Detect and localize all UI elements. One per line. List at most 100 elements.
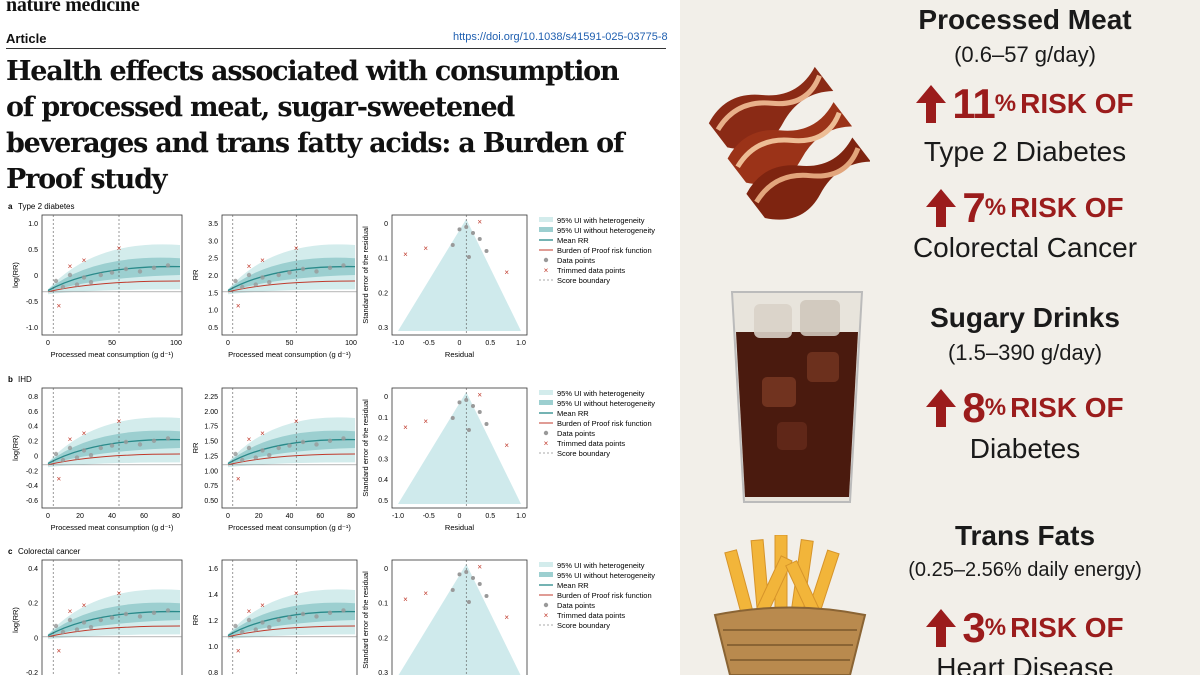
trimmed-data-point: × [294,417,299,426]
y-tick-label: 0 [384,566,388,573]
y-tick-label: 1.00 [204,468,218,475]
y-axis-label: RR [191,442,200,453]
mean-rr-line [47,610,181,637]
item-title: Processed Meat [918,4,1132,35]
risk-percent: 3 [962,604,985,651]
y-tick-label: 0 [384,394,388,401]
legend-swatch [543,430,549,436]
data-point [253,455,258,460]
x-tick-label: 0.5 [485,340,495,347]
data-point [464,570,469,574]
mean-rr-line [47,438,181,465]
x-tick-label: 1.0 [516,513,526,520]
y-tick-label: 0 [384,221,388,228]
data-point [466,600,471,604]
data-point [233,278,238,284]
item-range: (0.6–57 g/day) [954,42,1096,67]
x-tick-label: 40 [108,513,116,520]
y-tick-label: 1.50 [204,439,218,446]
y-tick-label: 3.5 [208,221,218,228]
trimmed-data-point: × [82,601,87,610]
y-tick-label: 1.0 [208,644,218,651]
x-tick-label: 0 [46,340,50,347]
infographic: Processed Meat (0.6–57 g/day) 11% RISK OF… [680,0,1200,675]
y-tick-label: 0.1 [378,415,388,422]
funnel-region [398,564,521,675]
data-point [246,272,252,278]
legend-swatch [543,257,549,263]
y-tick-label: 3.0 [208,238,218,245]
data-point [300,266,306,272]
mean-rr-line [227,610,356,637]
risk-line: 3% RISK OF [680,604,1200,652]
y-axis-label: log(RR) [11,435,20,461]
data-point [464,398,469,402]
risk-percent: 7 [962,184,985,231]
burden-of-proof-line [47,625,181,638]
x-axis-label: Residual [445,350,475,359]
data-point [267,453,272,458]
legend-label: Burden of Proof risk function [557,246,652,255]
data-point [327,610,333,615]
legend-swatch [539,227,553,232]
trimmed-data-point: × [82,256,87,265]
legend-label: 95% UI with heterogeneity [557,389,645,398]
y-tick-label: 0.2 [378,635,388,642]
data-point [327,438,333,443]
legend-swatch [539,400,553,405]
title-line: Proof study [6,164,167,195]
data-point [98,617,104,623]
data-point [253,282,258,287]
legend-swatch [539,572,553,577]
x-axis-label: Processed meat consumption (g d⁻¹) [51,523,174,532]
y-axis-label: Standard error of the residual [361,571,370,669]
risk-label: RISK OF [1010,192,1124,223]
bacon-icon [708,66,870,220]
trimmed-data-point: × [236,475,241,484]
band-without-heterogeneity [48,257,180,292]
divider [6,48,666,49]
data-point [457,400,462,405]
burden-of-proof-line [227,625,356,638]
y-tick-label: 0.2 [28,439,38,446]
y-tick-label: 0.2 [28,601,38,608]
data-point [287,443,292,448]
y-tick-label: 2.00 [204,409,218,416]
data-point [88,625,94,630]
panel-tag: b [8,375,13,384]
trimmed-data-point: × [260,429,265,438]
risk-outcome: Diabetes [969,433,1081,464]
legend-swatch: × [544,439,549,448]
risk-label: RISK OF [1020,88,1134,119]
x-tick-label: 0.5 [485,513,495,520]
data-point [246,445,252,451]
y-tick-label: 0.4 [378,477,388,484]
legend-label: Data points [557,256,595,265]
data-point [466,428,471,432]
data-point [484,594,489,598]
legend-label: Data points [557,601,595,610]
data-point [477,582,482,586]
legend-swatch [539,562,553,567]
item-title: Sugary Drinks [930,302,1120,333]
trimmed-data-point: × [68,607,73,616]
data-point [137,442,143,447]
y-tick-label: -0.4 [26,483,38,490]
paper-title: Health effects associated with consumpti… [6,54,666,198]
y-tick-label: 0.1 [378,601,388,608]
trimmed-data-point: × [403,250,408,259]
x-tick-label: 50 [286,340,294,347]
item-title: Trans Fats [954,520,1096,551]
data-point [109,615,115,620]
y-tick-label: 0.5 [208,325,218,332]
data-point [240,284,245,290]
journal-name: nature medicine [6,0,140,16]
burden-of-proof-line [227,280,356,293]
y-tick-label: 2.5 [208,256,218,263]
data-point [74,282,80,287]
data-point [457,227,462,232]
doi-link[interactable]: https://doi.org/10.1038/s41591-025-03775… [453,31,668,43]
data-point [314,614,319,619]
data-point [276,445,281,451]
